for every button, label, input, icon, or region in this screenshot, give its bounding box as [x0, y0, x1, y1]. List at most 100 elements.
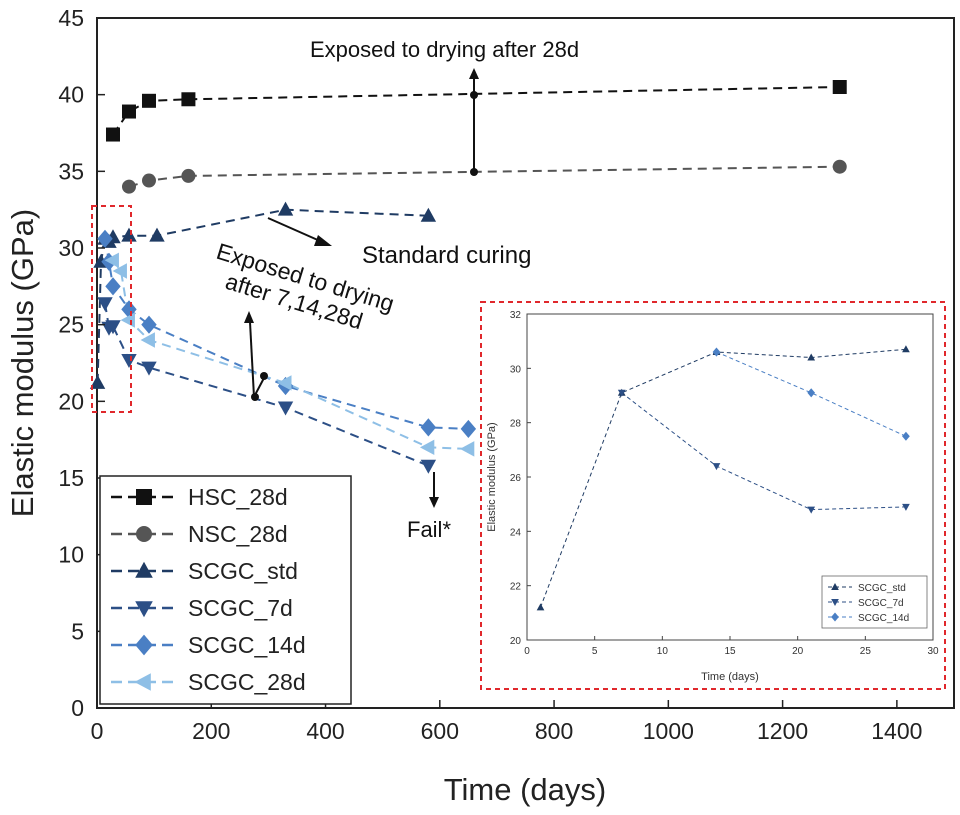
y-tick-label: 5 — [71, 618, 84, 644]
inset-y-tick-label: 30 — [510, 364, 522, 375]
y-tick-label: 15 — [58, 465, 84, 491]
series-line-SCGC_14d — [104, 238, 469, 430]
inset-x-tick-label: 0 — [524, 646, 530, 657]
point-SCGC_std — [121, 227, 137, 242]
annotation-drying-after-28d: Exposed to drying after 28d — [310, 37, 579, 62]
main-plot: 0 200 400 600 800 1000 1200 1400051015202530354… — [5, 5, 955, 807]
point-SCGC_28d — [277, 375, 292, 391]
x-tick-label: 1200 — [757, 718, 808, 744]
legend-label-SCGC_std: SCGC_std — [188, 558, 298, 584]
point-HSC_28d — [121, 104, 136, 119]
legend-frame — [99, 475, 352, 705]
inset-point-SCGC_14d — [807, 388, 816, 398]
highlight-box-early-age — [91, 205, 132, 413]
arrowhead-exposed-drying — [244, 311, 254, 323]
y-tick-label: 10 — [58, 542, 84, 568]
point-SCGC_28d — [140, 332, 155, 348]
series-line-NSC_28d — [128, 165, 840, 188]
point-SCGC_14d — [420, 418, 437, 437]
point-SCGC_14d — [141, 315, 157, 334]
inset-point-SCGC_14d — [712, 347, 721, 357]
legend-label-SCGC_14d: SCGC_14d — [188, 632, 306, 658]
inset-x-tick-label: 30 — [927, 646, 939, 657]
inset-legend-marker-SCGC_14d — [831, 612, 839, 622]
point-NSC_28d — [121, 179, 136, 194]
point-HSC_28d — [181, 92, 196, 107]
annotation-fail: Fail* — [407, 517, 451, 542]
legend-label-SCGC_28d: SCGC_28d — [188, 669, 306, 695]
legend-label-NSC_28d: NSC_28d — [188, 521, 288, 547]
y-tick-label: 0 — [71, 695, 84, 721]
x-tick-label: 1400 — [871, 718, 922, 744]
inset-point-SCGC_7d — [617, 389, 626, 397]
y-tick-label: 25 — [58, 312, 84, 338]
inset-x-tick-label: 15 — [724, 646, 736, 657]
x-tick-label: 600 — [421, 718, 459, 744]
point-HSC_28d — [105, 127, 120, 142]
inset-axis-ticks: 0 5 10 15 20 25 30 20 22 24 26 28 30 32 — [510, 310, 939, 657]
point-SCGC_std — [277, 201, 294, 216]
point-NSC_28d — [141, 173, 156, 188]
arrow-exposed-drying-link — [254, 377, 265, 396]
arrowhead-standard-curing — [314, 235, 332, 246]
inset-y-tick-label: 28 — [510, 419, 522, 430]
inset-point-SCGC_std — [536, 603, 545, 611]
point-SCGC_14d — [97, 229, 113, 248]
legend-marker-NSC_28d — [136, 526, 152, 542]
point-HSC_28d — [832, 80, 847, 94]
y-tick-label: 20 — [58, 388, 84, 414]
x-tick-label: 400 — [306, 718, 344, 744]
legend-label-HSC_28d: HSC_28d — [188, 484, 288, 510]
inset-y-tick-label: 20 — [510, 636, 522, 647]
inset-series-line-SCGC_7d — [621, 392, 906, 511]
point-SCGC_28d — [419, 439, 435, 456]
y-axis-label: Elastic modulus (GPa) — [5, 209, 40, 517]
inset-outer-box — [480, 301, 946, 690]
point-SCGC_std — [149, 227, 165, 242]
point-SCGC_7d — [121, 353, 137, 368]
point-SCGC_28d — [104, 252, 119, 268]
inset-series-markers — [536, 345, 910, 611]
annotation-standard-curing: Standard curing — [362, 242, 531, 269]
legend-marker-HSC_28d — [136, 489, 152, 505]
point-SCGC_7d — [105, 320, 121, 335]
inset-y-tick-label: 22 — [510, 582, 522, 593]
arrow-standard-curing — [267, 217, 321, 242]
point-SCGC_std — [89, 374, 106, 389]
point-SCGC_28d — [459, 441, 475, 457]
legend-marker-SCGC_14d — [135, 634, 153, 656]
legend-items: HSC_28d NSC_28d SCGC_std SCGC_7d SCGC_14d SCG… — [111, 484, 306, 695]
inset-point-SCGC_std — [902, 345, 910, 353]
point-SCGC_7d — [97, 297, 113, 312]
inset-x-axis-label: Time (days) — [701, 671, 759, 683]
inset-chart: 0 5 10 15 20 25 30 20 22 24 26 28 30 32 Time (days) E… — [480, 301, 946, 690]
x-tick-label: 800 — [535, 718, 573, 744]
main-legend: HSC_28d NSC_28d SCGC_std SCGC_7d SCGC_14d SCG… — [99, 475, 352, 705]
inset-x-tick-label: 20 — [792, 646, 804, 657]
arrow-anchor-lower — [470, 168, 478, 176]
point-HSC_28d — [141, 93, 156, 108]
inset-legend-marker-SCGC_7d — [831, 599, 839, 607]
inset-legend-label-SCGC_std: SCGC_std — [858, 583, 906, 594]
inset-legend-marker-SCGC_std — [831, 582, 839, 590]
main-plot-frame — [96, 17, 955, 709]
inset-point-SCGC_7d — [807, 506, 816, 514]
inset-x-tick-label: 10 — [657, 646, 669, 657]
x-tick-label: 200 — [192, 718, 230, 744]
point-NSC_28d — [832, 159, 847, 174]
arrow-exposed-drying — [249, 321, 255, 398]
inset-legend-label-SCGC_14d: SCGC_14d — [858, 613, 909, 624]
point-SCGC_28d — [112, 263, 127, 279]
arrow-anchor-drying-2 — [260, 372, 268, 380]
inset-x-tick-label: 25 — [860, 646, 872, 657]
point-SCGC_7d — [141, 361, 157, 376]
legend-marker-SCGC_std — [135, 561, 153, 578]
inset-y-tick-label: 24 — [510, 527, 522, 538]
point-NSC_28d — [181, 168, 196, 183]
inset-legend: SCGC_std SCGC_7d SCGC_14d — [821, 575, 928, 629]
y-tick-label: 40 — [58, 82, 84, 108]
legend-marker-SCGC_7d — [135, 601, 153, 618]
inset-y-axis-label: Elastic modulus (GPa) — [486, 422, 498, 531]
main-axis-ticks: 0 200 400 600 800 1000 1200 1400051015202530354… — [58, 5, 922, 744]
inset-point-SCGC_14d — [902, 431, 910, 441]
